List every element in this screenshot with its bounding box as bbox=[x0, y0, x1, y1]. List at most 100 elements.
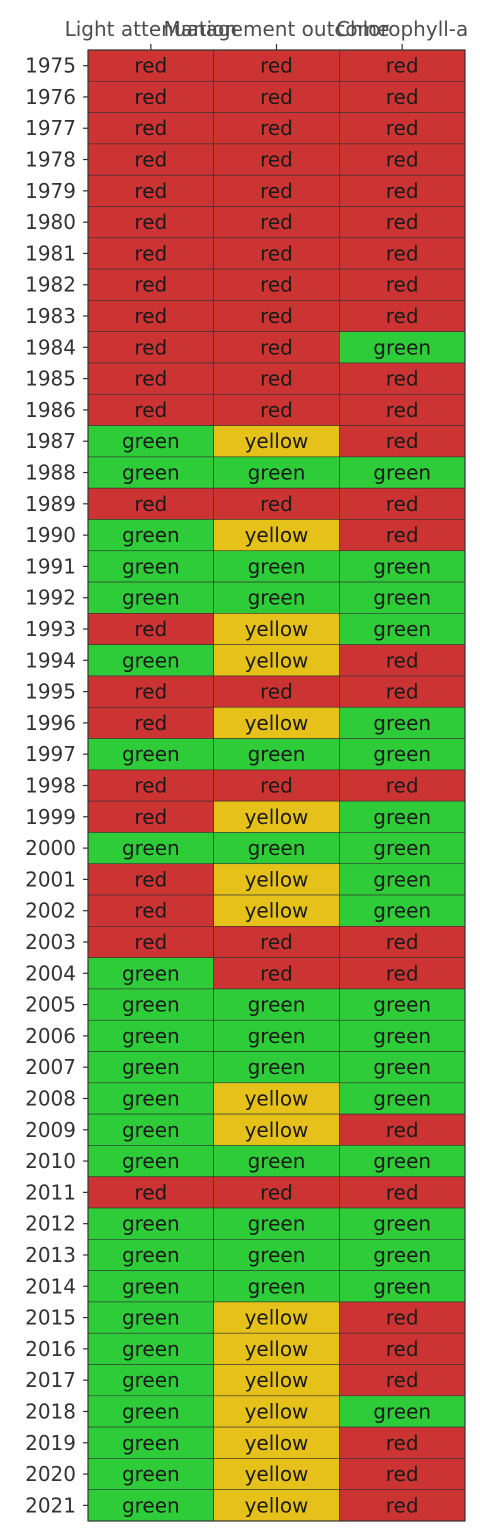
cell-label: red bbox=[260, 367, 293, 391]
cell-label: red bbox=[260, 116, 293, 140]
heatmap-cell bbox=[213, 1364, 340, 1397]
cell-label: yellow bbox=[245, 648, 309, 672]
heatmap-cell bbox=[87, 268, 214, 301]
row-label: 2011 bbox=[25, 1180, 76, 1204]
heatmap-cell bbox=[213, 581, 340, 614]
heatmap-cell bbox=[213, 519, 340, 552]
cell-label: red bbox=[134, 54, 167, 78]
heatmap-cell bbox=[87, 487, 214, 520]
cell-label: yellow bbox=[245, 899, 309, 923]
row-label: 2016 bbox=[25, 1337, 76, 1361]
heatmap-cell bbox=[213, 957, 340, 990]
cell-label: red bbox=[386, 398, 419, 422]
heatmap-cell bbox=[339, 143, 466, 176]
heatmap-cell bbox=[339, 1019, 466, 1052]
cell-label: green bbox=[248, 1024, 306, 1048]
row-label: 1986 bbox=[25, 398, 76, 422]
cell-label: red bbox=[134, 179, 167, 203]
cell-label: green bbox=[122, 742, 180, 766]
heatmap-cell bbox=[213, 832, 340, 865]
heatmap-cell bbox=[213, 644, 340, 677]
heatmap-cell bbox=[87, 613, 214, 645]
cell-label: red bbox=[386, 492, 419, 516]
heatmap-cell bbox=[87, 362, 214, 395]
cell-label: red bbox=[386, 680, 419, 704]
cell-label: red bbox=[260, 148, 293, 172]
heatmap-cell bbox=[213, 1332, 340, 1365]
heatmap-cell bbox=[339, 926, 466, 958]
heatmap-cell bbox=[87, 1270, 214, 1303]
heatmap-cells: red red red red red red red red red red red red red r… bbox=[87, 49, 466, 1522]
heatmap-cell bbox=[213, 393, 340, 426]
column-label: Management outcome bbox=[164, 17, 390, 41]
cell-label: green bbox=[373, 335, 431, 359]
heatmap-cell bbox=[87, 519, 214, 552]
row-label: 1978 bbox=[25, 148, 76, 172]
cell-label: yellow bbox=[245, 617, 309, 641]
cell-label: red bbox=[134, 335, 167, 359]
cell-label: green bbox=[248, 836, 306, 860]
column-label: Light attenuation bbox=[65, 17, 237, 41]
heatmap-cell bbox=[213, 174, 340, 207]
row-label: 2010 bbox=[25, 1149, 76, 1173]
cell-label: red bbox=[386, 648, 419, 672]
cell-label: yellow bbox=[245, 867, 309, 891]
row-label: 1990 bbox=[25, 523, 76, 547]
row-label: 1984 bbox=[25, 335, 76, 359]
heatmap-cell bbox=[87, 143, 214, 176]
row-label: 1988 bbox=[25, 461, 76, 485]
row-label: 1996 bbox=[25, 711, 76, 735]
cell-label: yellow bbox=[245, 1399, 309, 1423]
heatmap-cell bbox=[339, 1113, 466, 1146]
row-label: 2019 bbox=[25, 1431, 76, 1455]
cell-label: green bbox=[122, 1024, 180, 1048]
cell-label: red bbox=[386, 1180, 419, 1204]
cell-label: yellow bbox=[245, 1368, 309, 1392]
heatmap-cell bbox=[339, 425, 466, 458]
cell-label: green bbox=[122, 1337, 180, 1361]
heatmap-cell bbox=[87, 1019, 214, 1052]
cell-label: red bbox=[134, 241, 167, 265]
cell-label: red bbox=[260, 85, 293, 109]
cell-label: green bbox=[248, 1149, 306, 1173]
heatmap-cell bbox=[87, 1113, 214, 1146]
heatmap-cell bbox=[87, 1051, 214, 1084]
cell-label: yellow bbox=[245, 711, 309, 735]
row-label: 1975 bbox=[25, 54, 76, 78]
cell-label: red bbox=[260, 492, 293, 516]
row-label: 1977 bbox=[25, 116, 76, 140]
row-label: 2003 bbox=[25, 930, 76, 954]
cell-label: green bbox=[373, 805, 431, 829]
cell-label: red bbox=[386, 1368, 419, 1392]
row-label: 2009 bbox=[25, 1118, 76, 1142]
cell-label: green bbox=[122, 961, 180, 985]
heatmap-cell bbox=[339, 1301, 466, 1334]
cell-label: red bbox=[386, 1431, 419, 1455]
heatmap-cell bbox=[213, 613, 340, 645]
row-label: 1981 bbox=[25, 241, 76, 265]
heatmap-cell bbox=[87, 1082, 214, 1115]
column-label: Chlorophyll-a bbox=[336, 17, 468, 41]
cell-label: red bbox=[260, 1180, 293, 1204]
cell-label: red bbox=[386, 774, 419, 798]
heatmap-cell bbox=[213, 800, 340, 833]
cell-label: green bbox=[122, 1212, 180, 1236]
heatmap-cell bbox=[213, 237, 340, 270]
cell-label: green bbox=[248, 1212, 306, 1236]
cell-label: green bbox=[373, 1149, 431, 1173]
heatmap-cell bbox=[213, 550, 340, 583]
heatmap-cell bbox=[87, 988, 214, 1021]
row-label: 2018 bbox=[25, 1399, 76, 1423]
cell-label: green bbox=[122, 1149, 180, 1173]
row-label: 1991 bbox=[25, 554, 76, 578]
cell-label: green bbox=[248, 1274, 306, 1298]
heatmap-cell bbox=[339, 581, 466, 614]
heatmap-cell bbox=[339, 487, 466, 520]
cell-label: green bbox=[122, 1462, 180, 1486]
heatmap-cell bbox=[213, 1395, 340, 1428]
heatmap-cell bbox=[339, 863, 466, 896]
cell-label: red bbox=[134, 774, 167, 798]
heatmap-cell bbox=[213, 1426, 340, 1459]
